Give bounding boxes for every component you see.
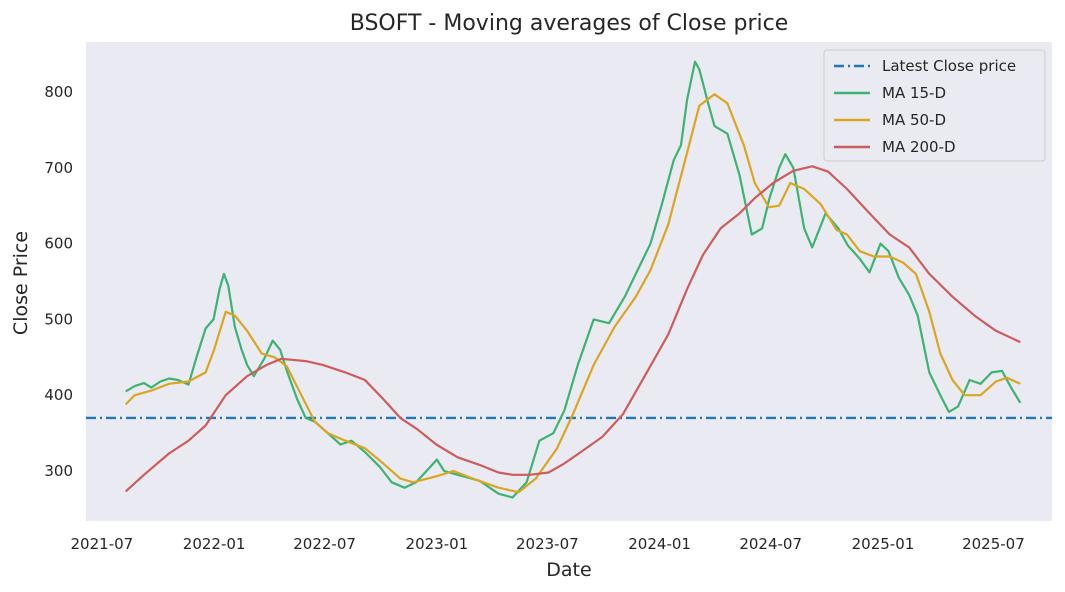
y-tick-label: 800 — [44, 83, 73, 101]
legend-label: MA 200-D — [882, 138, 956, 156]
legend-box — [823, 49, 1046, 162]
y-tick-label: 500 — [44, 310, 73, 328]
legend: Latest Close price MA 15-D MA 50-D MA 200-D — [823, 49, 1046, 162]
legend-items: Latest Close price MA 15-D MA 50-D MA 200-D — [834, 57, 1016, 156]
legend-label: Latest Close price — [882, 57, 1016, 75]
series-line-1 — [125, 60, 1022, 499]
y-tick-label: 400 — [44, 386, 73, 404]
x-tick-label: 2025-07 — [962, 535, 1025, 553]
legend-label: MA 50-D — [882, 111, 946, 129]
x-tick-label: 2025-01 — [852, 535, 915, 553]
x-tick-label: 2024-07 — [739, 535, 802, 553]
plot-lines — [86, 60, 1052, 499]
x-axis-ticks: 2021-07 2022-01 2022-07 2023-01 2023-07 2024-… — [71, 535, 1025, 553]
x-tick-label: 2022-01 — [183, 535, 246, 553]
y-tick-label: 600 — [44, 235, 73, 253]
y-axis-label: Close Price — [10, 231, 32, 335]
x-tick-label: 2024-01 — [628, 535, 691, 553]
chart-title: BSOFT - Moving averages of Close price — [350, 11, 789, 36]
x-tick-label: 2023-07 — [516, 535, 579, 553]
y-axis-ticks: 300 400 500 600 700 800 — [44, 83, 73, 480]
x-axis-label: Date — [546, 559, 591, 581]
series-line-2 — [124, 93, 1021, 494]
x-tick-label: 2022-07 — [293, 535, 356, 553]
y-tick-label: 300 — [44, 462, 73, 480]
x-tick-label: 2021-07 — [71, 535, 134, 553]
series-line-3 — [124, 165, 1021, 493]
y-tick-label: 700 — [44, 159, 73, 177]
x-tick-label: 2023-01 — [406, 535, 469, 553]
legend-label: MA 15-D — [882, 84, 946, 102]
